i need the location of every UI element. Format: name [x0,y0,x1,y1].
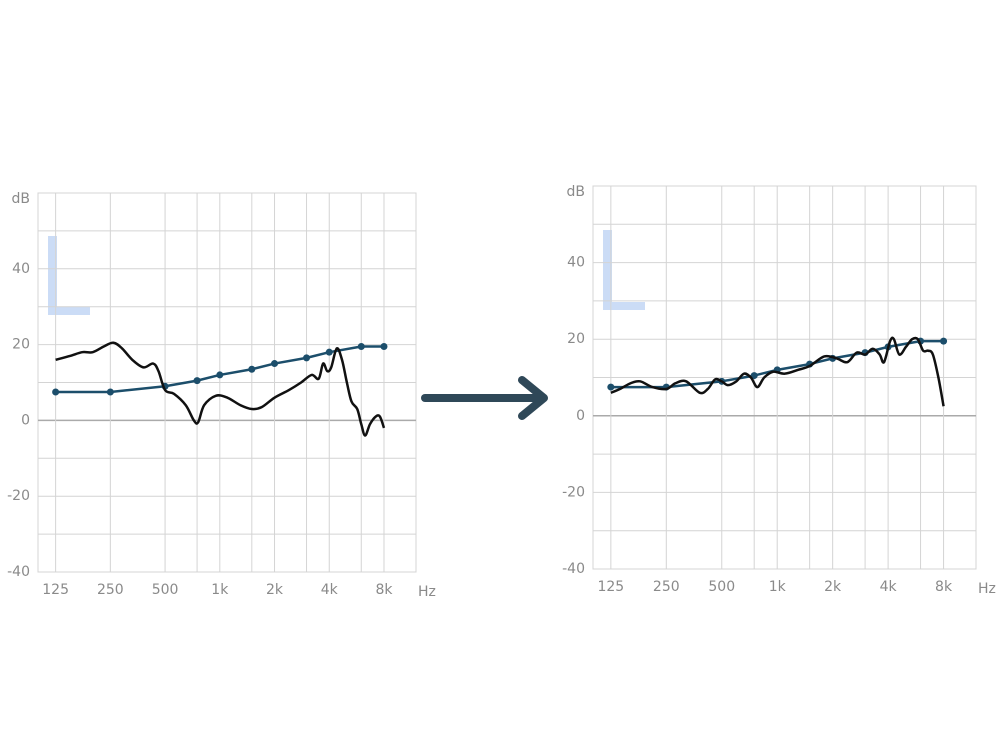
data-point [380,342,388,350]
x-tick-label: 2k [266,582,284,598]
data-point [216,371,224,379]
x-tick-label: 500 [152,582,179,598]
ear-icon-right [603,230,645,310]
y-tick-label: 40 [567,255,585,271]
x-tick-label: 8k [935,579,953,595]
data-point [248,365,256,373]
x-tick-label: 125 [597,579,624,595]
x-tick-label: 250 [97,582,124,598]
series-line [610,336,945,407]
y-tick-label: 0 [576,408,585,424]
x-axis-label: Hz [418,584,436,600]
data-point [106,388,114,396]
x-tick-label: 4k [880,579,898,595]
x-tick-label: 125 [42,582,69,598]
data-point [52,388,60,396]
data-point [357,342,365,350]
data-point [193,377,201,385]
x-tick-label: 250 [653,579,680,595]
x-tick-label: 1k [769,579,787,595]
y-tick-label: -40 [562,561,585,577]
data-point [750,372,758,380]
y-tick-label: 40 [12,261,30,277]
x-tick-label: 1k [211,582,229,598]
data-point [303,354,311,362]
ear-icon-left [48,236,90,315]
y-axis-label: dB [12,191,31,207]
x-tick-label: 8k [375,582,393,598]
y-tick-label: -40 [7,564,30,580]
y-tick-label: -20 [562,484,585,500]
x-tick-label: 4k [321,582,339,598]
y-tick-label: 20 [567,331,585,347]
y-tick-label: 20 [12,337,30,353]
data-point [271,360,279,368]
data-point [607,383,615,391]
data-point [940,337,948,345]
y-tick-label: 0 [21,412,30,428]
y-tick-label: -20 [7,488,30,504]
y-axis-label: dB [567,184,586,200]
arrow [421,376,548,420]
data-point [325,348,333,356]
series-line [55,341,386,437]
x-axis-label: Hz [978,581,996,597]
x-tick-label: 2k [824,579,842,595]
x-tick-label: 500 [708,579,735,595]
